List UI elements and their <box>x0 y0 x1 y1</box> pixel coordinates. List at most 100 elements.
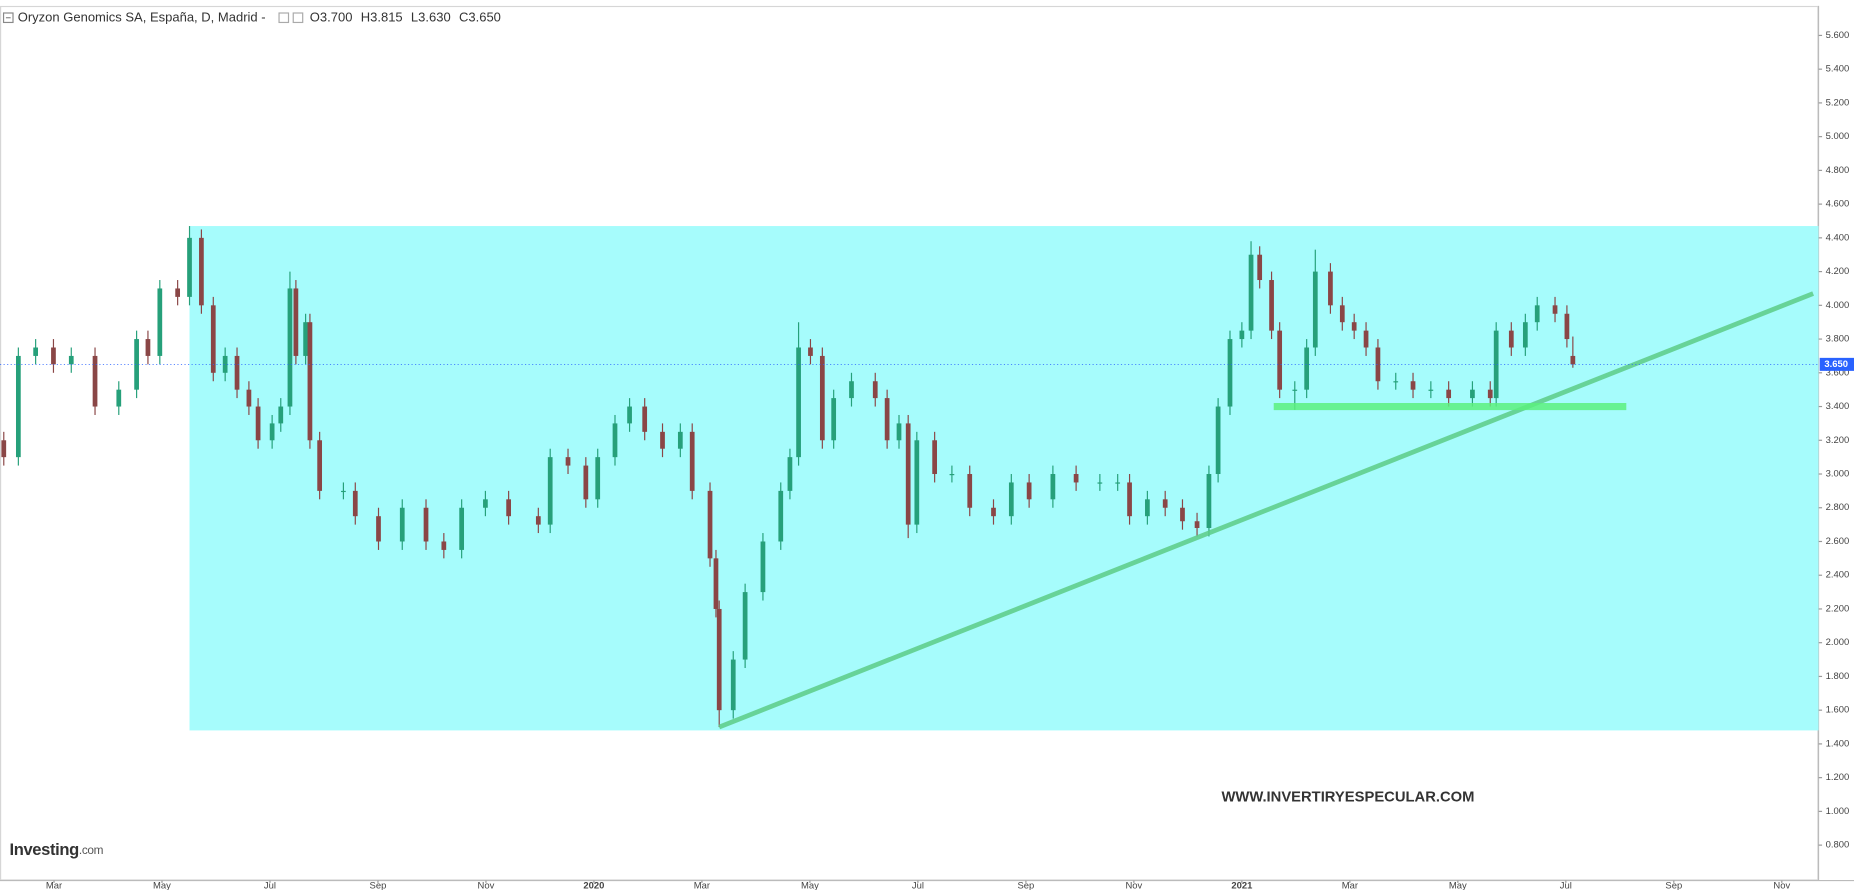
candle-body <box>1552 305 1558 314</box>
candle-body <box>293 288 299 356</box>
ohlc-legend: O3.700 H3.815 L3.630 C3.650 <box>310 10 501 25</box>
candle-body <box>949 474 955 476</box>
x-tick-label: Jul <box>912 880 924 890</box>
y-tick-label: 1.000 <box>1826 806 1850 817</box>
candle-body <box>905 423 911 525</box>
candle-body <box>92 355 98 407</box>
candle-body <box>1 440 7 458</box>
candle-body <box>1428 389 1434 391</box>
x-tick-label: Sep <box>1665 880 1682 890</box>
candle-body <box>278 406 284 424</box>
y-tick-label: 2.800 <box>1826 502 1850 513</box>
candle-body <box>1487 389 1493 399</box>
candle-body <box>1304 347 1310 390</box>
ohlc-value: H3.815 <box>361 10 403 25</box>
collapse-icon[interactable] <box>2 12 14 24</box>
candle-body <box>269 423 275 441</box>
candle-body <box>535 516 541 525</box>
y-tick-label: 4.200 <box>1826 266 1850 277</box>
y-tick-label: 5.200 <box>1826 97 1850 108</box>
box-layer <box>189 226 1819 731</box>
candle-body <box>884 398 890 441</box>
candle-body <box>896 423 902 441</box>
x-tick-label: May <box>1449 880 1467 890</box>
title-menu[interactable]: - <box>261 10 265 25</box>
range-box <box>189 226 1819 731</box>
x-tick-label: 2021 <box>1231 880 1252 890</box>
y-tick-label: 1.200 <box>1826 772 1850 783</box>
y-tick-label: 5.400 <box>1826 64 1850 75</box>
candle-body <box>707 490 713 559</box>
x-tick-label: Mar <box>1342 880 1358 890</box>
candle-body <box>307 322 313 441</box>
candle-body <box>689 431 695 491</box>
candle-body <box>831 398 837 441</box>
x-tick-label: Mar <box>46 880 62 890</box>
candle-body <box>1248 254 1254 331</box>
candle-body <box>849 381 854 399</box>
candle-body <box>68 355 74 365</box>
candle-body <box>1292 389 1298 391</box>
candle-body <box>677 431 683 449</box>
candle-body <box>423 507 429 542</box>
candle-body <box>1410 381 1416 390</box>
lines-layer <box>0 291 1819 730</box>
candle-body <box>1227 339 1233 407</box>
logo-brand: Investing.com <box>9 840 103 859</box>
candle-body <box>1215 406 1221 475</box>
candle-body <box>1375 347 1381 382</box>
candle-body <box>1180 507 1185 522</box>
candle-body <box>1522 322 1528 348</box>
x-tick-label: Sep <box>370 880 387 890</box>
candle-body <box>1206 474 1212 528</box>
x-tick-label: 2020 <box>583 880 604 890</box>
candle-body <box>872 381 878 399</box>
candle-body <box>595 457 601 500</box>
candle-body <box>1328 271 1333 306</box>
candle-body <box>1194 521 1200 528</box>
candle-body <box>627 406 632 424</box>
candle-body <box>399 507 405 542</box>
x-tick-label: Sep <box>1017 880 1034 890</box>
candle-body <box>33 347 39 356</box>
candle-body <box>255 406 261 441</box>
close-icon[interactable] <box>292 12 304 24</box>
x-tick-label: Jul <box>264 880 276 890</box>
settings-icon[interactable] <box>278 12 290 24</box>
candle-body <box>1239 330 1245 340</box>
y-tick-label: 5.600 <box>1826 30 1850 41</box>
candle-body <box>222 355 228 373</box>
candle-body <box>1097 482 1103 484</box>
logo-brand-text: Investing <box>9 840 78 859</box>
ohlc-value: L3.630 <box>411 10 451 25</box>
candle-body <box>1269 280 1274 331</box>
candle-body <box>1008 482 1014 517</box>
candle-body <box>1073 474 1079 483</box>
y-tick-label: 0.800 <box>1826 840 1850 851</box>
y-tick-label: 3.800 <box>1826 334 1850 345</box>
candle-body <box>787 457 793 491</box>
candle-body <box>246 389 252 407</box>
candle-body <box>1050 474 1056 500</box>
chart-title: Oryzon Genomics SA, España, D, Madrid <box>18 10 258 25</box>
candle-body <box>134 339 139 390</box>
y-tick-label: 2.000 <box>1826 637 1850 648</box>
candle-body <box>199 237 204 306</box>
x-tick-label: Jul <box>1560 880 1572 890</box>
candle-body <box>287 288 293 407</box>
candle-body <box>234 355 240 390</box>
y-tick-label: 2.200 <box>1826 603 1850 614</box>
candle-body <box>796 347 801 458</box>
y-tick-label: 1.600 <box>1826 705 1850 716</box>
candle-body <box>1564 313 1570 340</box>
candle-body <box>1277 330 1283 390</box>
candle-body <box>716 608 722 711</box>
candle-body <box>116 389 122 407</box>
ohlc-value: O3.700 <box>310 10 353 25</box>
candle-body <box>1026 482 1032 500</box>
candle-body <box>819 355 825 441</box>
candle-body <box>760 541 766 593</box>
candles-layer <box>1 226 1576 728</box>
y-tick-label: 2.600 <box>1826 536 1850 547</box>
y-tick-label: 3.200 <box>1826 435 1850 446</box>
